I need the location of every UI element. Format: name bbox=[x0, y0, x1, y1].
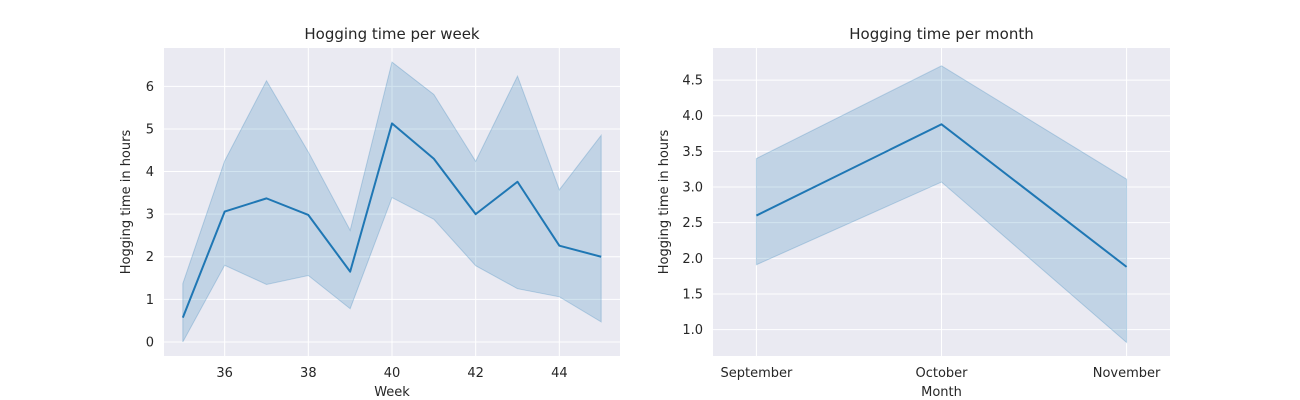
x-tick-label: 40 bbox=[384, 366, 401, 381]
x-tick-label: 42 bbox=[467, 366, 484, 381]
y-tick-label: 4.5 bbox=[682, 74, 703, 89]
y-tick-label: 3.5 bbox=[682, 145, 703, 160]
x-tick-label: September bbox=[720, 366, 793, 381]
x-tick-labels: September October November bbox=[720, 366, 1161, 381]
y-axis-label: Hogging time in hours bbox=[657, 130, 672, 275]
y-tick-label: 2 bbox=[146, 250, 154, 265]
series-line bbox=[755, 123, 1128, 268]
grid-lines bbox=[713, 48, 1170, 356]
y-tick-labels: 1.0 1.5 2.0 2.5 3.0 3.5 4.0 4.5 bbox=[682, 74, 703, 339]
confidence-band bbox=[755, 65, 1128, 344]
y-tick-label: 2.5 bbox=[682, 216, 703, 231]
x-tick-label: 38 bbox=[300, 366, 317, 381]
y-tick-label: 6 bbox=[146, 80, 154, 95]
y-tick-label: 5 bbox=[146, 122, 154, 137]
x-tick-label: October bbox=[915, 366, 968, 381]
y-tick-label: 3.0 bbox=[682, 181, 703, 196]
confidence-band bbox=[182, 61, 602, 343]
x-tick-label: November bbox=[1093, 366, 1161, 381]
y-tick-label: 0 bbox=[146, 335, 154, 350]
chart-title: Hogging time per month bbox=[849, 25, 1034, 43]
x-axis-label: Week bbox=[374, 385, 410, 400]
y-tick-label: 4.0 bbox=[682, 109, 703, 124]
y-tick-label: 1.5 bbox=[682, 287, 703, 302]
x-tick-labels: 36 38 40 42 44 bbox=[216, 366, 567, 381]
y-tick-label: 2.0 bbox=[682, 252, 703, 267]
y-tick-label: 3 bbox=[146, 208, 154, 223]
x-tick-label: 44 bbox=[551, 366, 568, 381]
chart-title: Hogging time per week bbox=[304, 25, 480, 43]
series-line bbox=[181, 122, 602, 319]
y-tick-label: 1 bbox=[146, 293, 154, 308]
y-axis-label: Hogging time in hours bbox=[119, 130, 134, 275]
grid-lines bbox=[164, 48, 620, 356]
chart-monthly-hogging: 1.0 1.5 2.0 2.5 3.0 3.5 4.0 4.5 September Octobe… bbox=[657, 25, 1170, 400]
y-tick-label: 1.0 bbox=[682, 323, 703, 338]
chart-weekly-hogging: 0 1 2 3 4 5 6 36 38 40 42 44 Hogging time per week… bbox=[119, 25, 620, 400]
y-tick-label: 4 bbox=[146, 165, 154, 180]
y-tick-labels: 0 1 2 3 4 5 6 bbox=[146, 80, 154, 351]
x-axis-label: Month bbox=[921, 385, 962, 400]
x-tick-label: 36 bbox=[216, 366, 233, 381]
